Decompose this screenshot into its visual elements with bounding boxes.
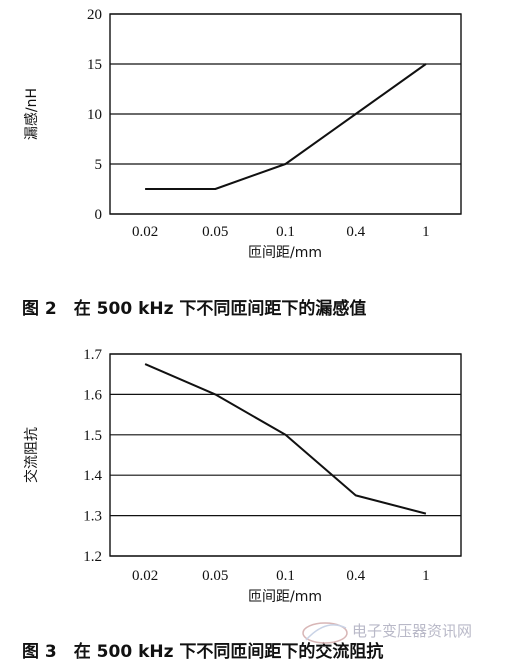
leakage-inductance-chart: 0 5 10 15 20 0.02 0.05 0.1 0.4 1 匝间距/mm 漏感/nH — [23, 7, 462, 261]
x-tick-label: 0.4 — [346, 224, 365, 240]
ac-impedance-chart: 1.2 1.3 1.4 1.5 1.6 1.7 0.02 0.05 0.1 0.4 1 匝间距/mm 交… — [23, 347, 462, 605]
y-tick-label: 0 — [95, 207, 103, 223]
x-tick-label: 0.02 — [132, 224, 158, 240]
watermark-text: 电子变压器资讯网 — [352, 622, 472, 640]
plot-frame — [109, 13, 462, 215]
watermark-logo-icon — [302, 622, 348, 644]
series-line — [145, 63, 427, 190]
y-tick-label: 10 — [87, 107, 102, 123]
y-tick-label: 1.4 — [83, 468, 102, 484]
x-tick-label: 0.02 — [132, 568, 158, 584]
x-tick-label: 0.4 — [346, 568, 365, 584]
y-tick-label: 1.2 — [83, 549, 102, 565]
figure3-caption: 图 3 在 500 kHz 下不同匝间距下的交流阻抗 — [22, 641, 383, 662]
x-tick-label: 0.1 — [276, 224, 295, 240]
x-axis-label: 匝间距/mm — [248, 245, 322, 261]
figure2-caption: 图 2 在 500 kHz 下不同匝间距下的漏感值 — [22, 298, 366, 319]
y-tick-label: 1.6 — [83, 387, 102, 403]
x-tick-label: 1 — [422, 568, 430, 584]
y-axis-label: 交流阻抗 — [23, 427, 40, 483]
y-tick-label: 1.7 — [83, 347, 102, 363]
x-axis-label: 匝间距/mm — [248, 589, 322, 605]
x-tick-label: 0.05 — [202, 568, 228, 584]
plot-frame — [109, 353, 462, 557]
y-tick-label: 1.3 — [83, 509, 102, 525]
y-tick-label: 5 — [95, 157, 103, 173]
y-tick-label: 1.5 — [83, 428, 102, 444]
x-tick-label: 1 — [422, 224, 430, 240]
y-axis-label: 漏感/nH — [23, 88, 40, 140]
y-tick-label: 15 — [87, 57, 102, 73]
y-tick-label: 20 — [87, 7, 102, 23]
x-tick-label: 0.1 — [276, 568, 295, 584]
watermark: 电子变压器资讯网 — [302, 622, 472, 644]
series-line — [144, 363, 427, 515]
x-tick-label: 0.05 — [202, 224, 228, 240]
